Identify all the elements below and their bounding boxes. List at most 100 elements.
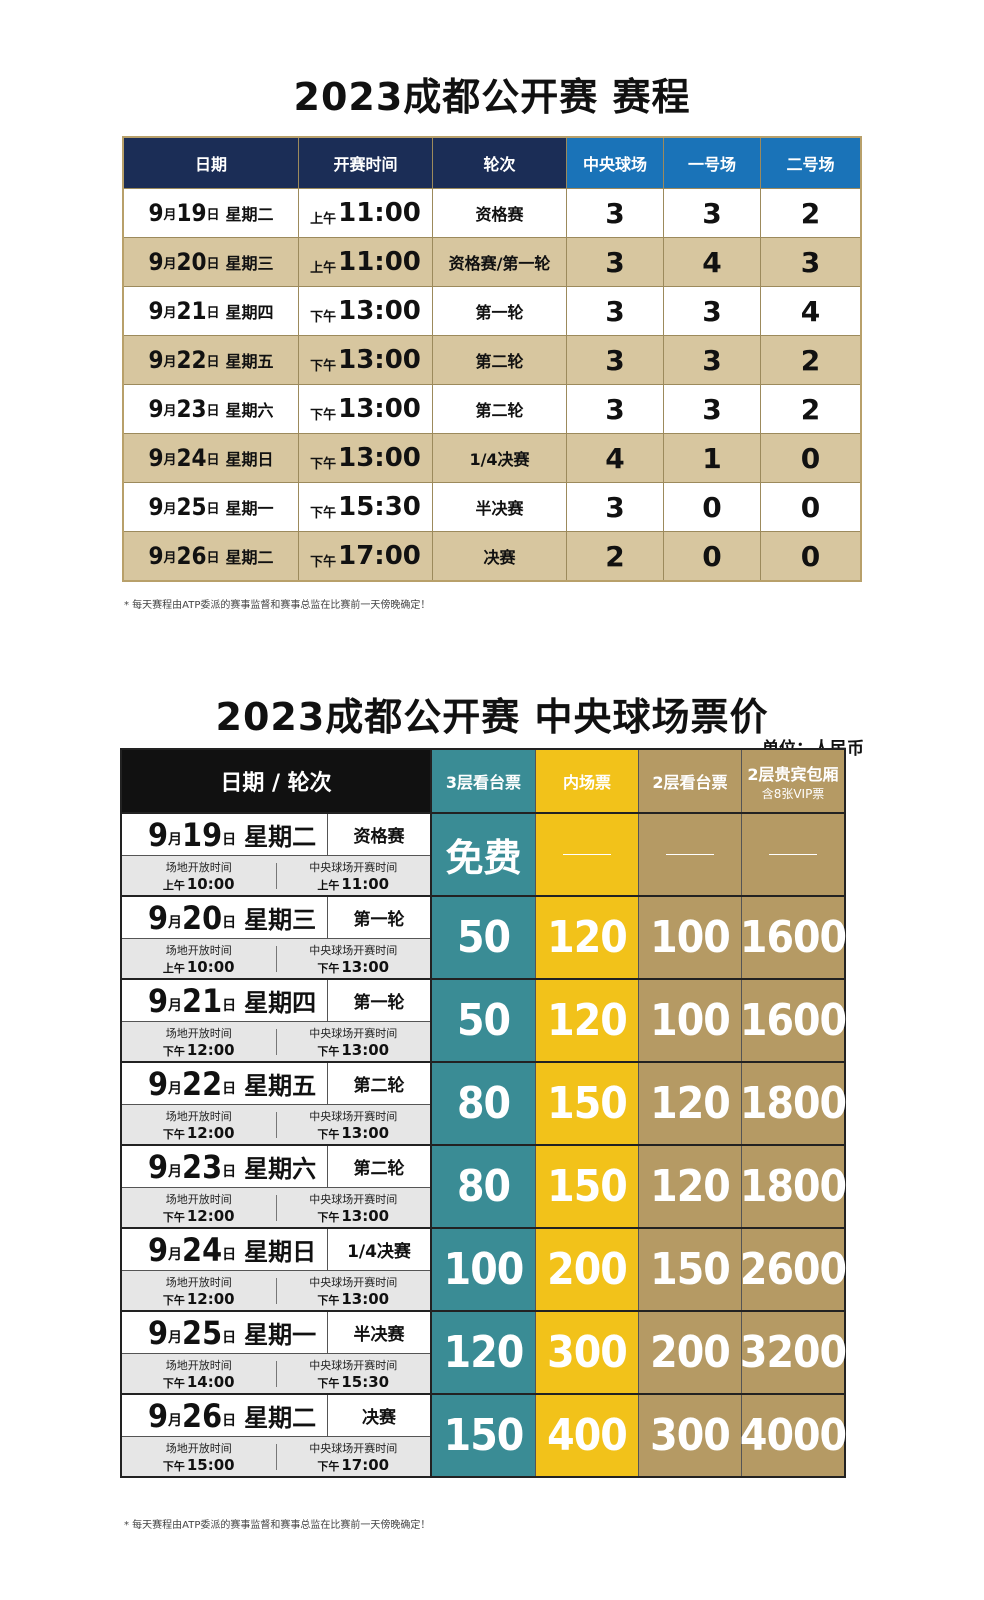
am-pm: 下午: [317, 1127, 340, 1141]
price-row: 9 月 20 日星期三 第一轮 场地开放时间 上午 10:00 中央球场开赛时间 下午 13:00 5…: [122, 895, 847, 978]
price-value: 50: [456, 912, 511, 963]
weekday: 星期三: [244, 906, 317, 934]
day-unit: 日: [206, 256, 220, 272]
month-unit: 月: [163, 550, 177, 566]
price-date-top: 9 月 23 日星期六 第二轮: [122, 1146, 430, 1188]
center-court-count: 3: [566, 238, 663, 286]
venue-open-label: 场地开放时间: [165, 1109, 232, 1123]
month: 9: [148, 1064, 169, 1103]
day: 20: [182, 898, 223, 937]
price-note: * 每天赛程由ATP委派的赛事监督和赛事总监在比赛前一天傍晚确定！: [124, 1520, 431, 1531]
day-unit: 日: [206, 207, 220, 223]
month-unit: 月: [168, 1330, 183, 1346]
court-start-label: 中央球场开赛时间: [309, 860, 398, 874]
price-cell: 1800: [740, 1146, 847, 1227]
venue-open-label: 场地开放时间: [165, 860, 232, 874]
header-round: 轮次: [432, 138, 566, 188]
time: 14:00: [186, 1372, 235, 1391]
weekday: 星期五: [225, 352, 274, 371]
price-date-block: 9 月 19 日星期二 资格赛 场地开放时间 上午 10:00 中央球场开赛时间 上午 11:00: [122, 814, 432, 895]
price-date-block: 9 月 22 日星期五 第二轮 场地开放时间 下午 12:00 中央球场开赛时间 下午 13:00: [122, 1063, 432, 1144]
schedule-row: 9 月 24 日星期日 下午 13:00 1/4决赛 4 1 0: [124, 433, 860, 482]
day-unit: 日: [222, 1164, 237, 1180]
court-start-time: 下午 13:00: [317, 1041, 389, 1059]
price-date: 9 月 26 日星期二: [122, 1395, 328, 1436]
schedule-title: 2023成都公开赛 赛程: [293, 75, 691, 119]
month-unit: 月: [168, 1164, 183, 1180]
time-cell: 下午 13:00: [298, 434, 432, 482]
date-cell: 9 月 21 日星期四: [124, 287, 298, 335]
center-court-count: 4: [566, 434, 663, 482]
price-title: 2023成都公开赛 中央球场票价: [215, 695, 769, 739]
day: 25: [182, 1313, 223, 1352]
court-start: 中央球场开赛时间 下午 13:00: [277, 1025, 431, 1059]
day-unit: 日: [206, 452, 220, 468]
price-value: 150: [547, 1161, 628, 1212]
price-value: 200: [547, 1244, 628, 1295]
center-court-count: 3: [566, 483, 663, 531]
time: 12:00: [186, 1206, 235, 1225]
round: 第二轮: [353, 1076, 405, 1096]
header-tier2-stand: 2层看台票: [638, 750, 741, 812]
venue-open: 场地开放时间 下午 12:00: [122, 1191, 276, 1225]
venue-open-label: 场地开放时间: [165, 1358, 232, 1372]
price-value: 400: [547, 1410, 628, 1461]
price-cell: 150: [535, 1063, 638, 1144]
time: 15:00: [186, 1455, 235, 1474]
header-floor-label: 内场票: [562, 773, 611, 792]
month: 9: [148, 444, 164, 472]
time: 12:00: [186, 1123, 235, 1142]
schedule-row: 9 月 19 日星期二 上午 11:00 资格赛 3 3 2: [124, 188, 860, 237]
am-pm: 下午: [317, 1459, 340, 1473]
not-available-dash: [769, 854, 817, 855]
price-value: 120: [547, 912, 628, 963]
time-cell: 上午 11:00: [298, 189, 432, 237]
price-times: 场地开放时间 下午 14:00 中央球场开赛时间 下午 15:30: [122, 1354, 430, 1393]
price-cell: 150: [432, 1395, 535, 1476]
weekday: 星期四: [225, 303, 274, 322]
price-table: 日期 / 轮次 3层看台票 内场票 2层看台票 2层贵宾包厢 含8张VIP票 9…: [120, 748, 847, 1478]
schedule-row: 9 月 23 日星期六 下午 13:00 第二轮 3 3 2: [124, 384, 860, 433]
court-start-label: 中央球场开赛时间: [309, 1358, 398, 1372]
court1-count: 3: [663, 385, 760, 433]
month-unit: 月: [168, 1081, 183, 1097]
day: 21: [176, 297, 207, 325]
price-header-row: 日期 / 轮次 3层看台票 内场票 2层看台票 2层贵宾包厢 含8张VIP票: [122, 750, 844, 812]
price-row: 9 月 22 日星期五 第二轮 场地开放时间 下午 12:00 中央球场开赛时间 下午 13:00 8…: [122, 1061, 847, 1144]
venue-open-time: 下午 14:00: [163, 1373, 235, 1391]
weekday: 星期六: [225, 401, 274, 420]
price-value: 150: [443, 1410, 525, 1461]
court-start-time: 下午 17:00: [317, 1456, 389, 1474]
day: 23: [176, 395, 207, 423]
venue-open: 场地开放时间 上午 10:00: [122, 942, 276, 976]
venue-open-time: 上午 10:00: [163, 958, 235, 976]
round-cell: 1/4决赛: [432, 434, 566, 482]
price-row: 9 月 24 日星期日 1/4决赛 场地开放时间 下午 12:00 中央球场开赛时间 下午 13:0…: [122, 1227, 847, 1310]
not-available-dash: [563, 854, 611, 855]
am-pm: 下午: [162, 1293, 185, 1307]
price-value: 80: [456, 1161, 511, 1212]
am-pm: 下午: [310, 555, 337, 570]
center-court-count: 3: [566, 336, 663, 384]
date-cell: 9 月 22 日星期五: [124, 336, 298, 384]
court-start-time: 下午 13:00: [317, 1290, 389, 1308]
round-cell: 第二轮: [432, 385, 566, 433]
month: 9: [148, 199, 164, 227]
venue-open-label: 场地开放时间: [165, 1026, 232, 1040]
day-unit: 日: [206, 305, 220, 321]
venue-open: 场地开放时间 上午 10:00: [122, 859, 276, 893]
venue-open-time: 上午 10:00: [163, 875, 235, 893]
schedule-header-row: 日期 开赛时间 轮次 中央球场 一号场 二号场: [124, 138, 860, 188]
price-value: 120: [547, 995, 628, 1046]
price-row: 9 月 23 日星期六 第二轮 场地开放时间 下午 12:00 中央球场开赛时间 下午 13:00 8…: [122, 1144, 847, 1227]
day-unit: 日: [222, 915, 237, 931]
time-divider: [275, 945, 277, 972]
price-cell: 120: [638, 1146, 741, 1227]
price-date: 9 月 19 日星期二: [122, 814, 328, 855]
day-unit: 日: [222, 1081, 237, 1097]
court1-count: 4: [663, 238, 760, 286]
month-unit: 月: [163, 256, 177, 272]
price-cell: 200: [638, 1312, 741, 1393]
court2-count: 0: [760, 434, 860, 482]
header-vip-sub: 含8张VIP票: [761, 786, 825, 801]
